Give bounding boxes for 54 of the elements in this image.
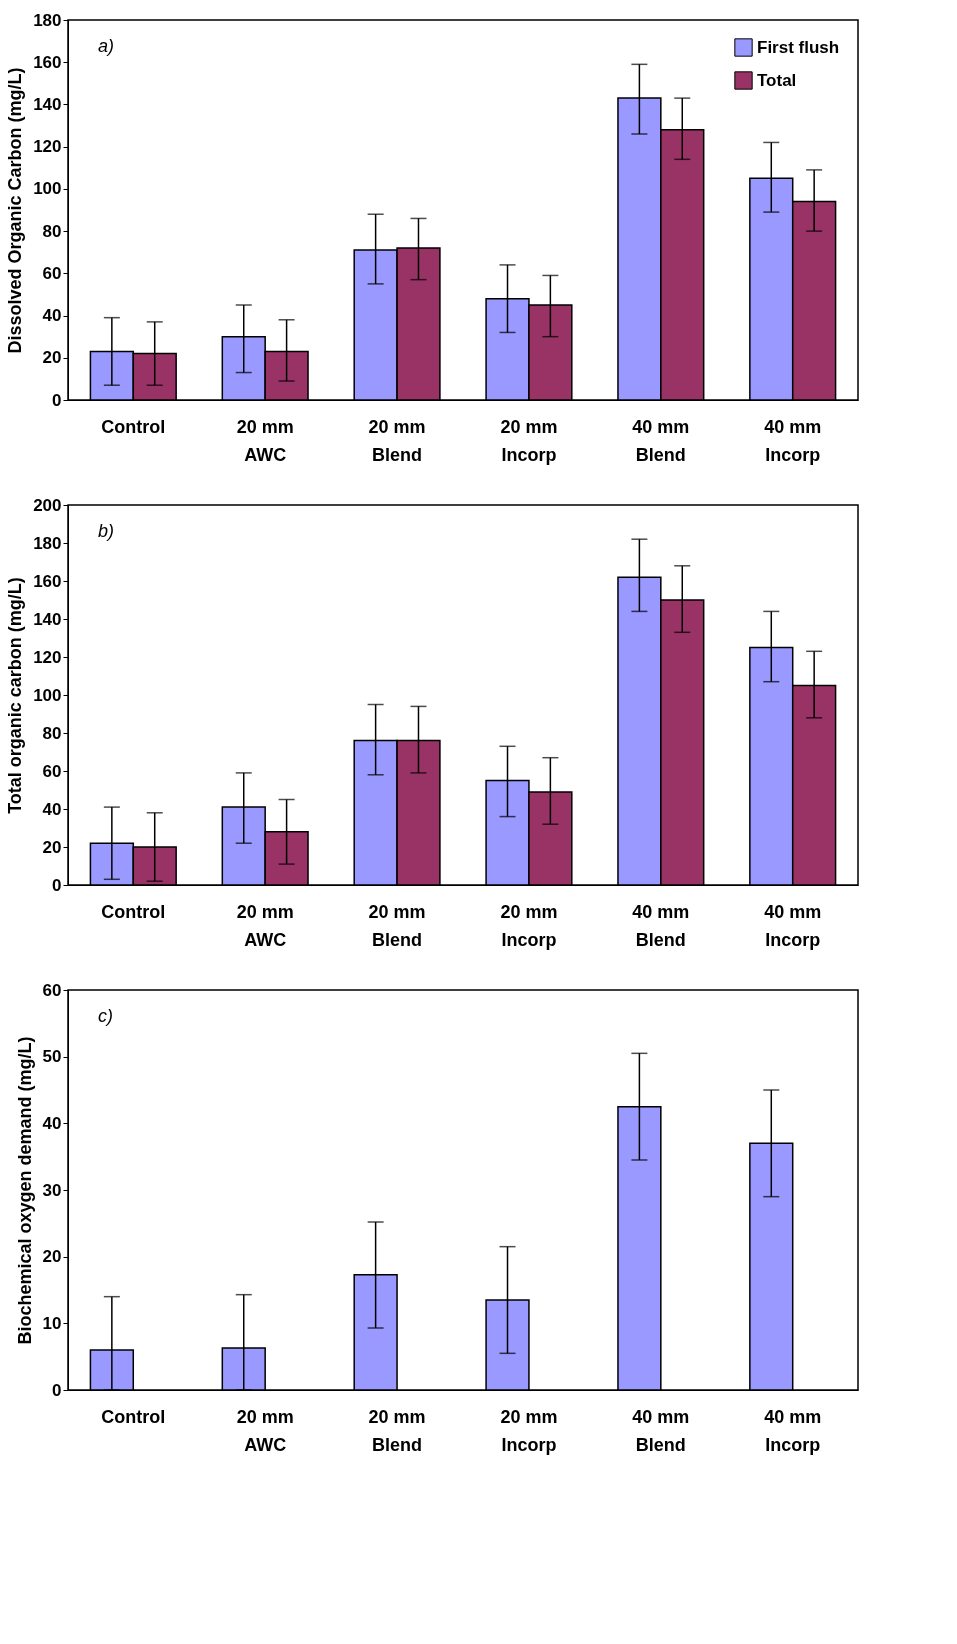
y-tick-label: 0 [52,390,62,410]
y-axis-title: Biochemical oxygen demand (mg/L) [14,1036,35,1345]
y-axis-title: Total organic carbon (mg/L) [5,577,26,814]
x-tick-label: 20 mm AWC [236,416,294,465]
y-tick-label: 20 [42,837,62,857]
y-tick-label: 100 [33,179,62,199]
x-tick-label: 40 mm Blend [632,901,690,950]
y-tick-label: 20 [42,1247,62,1267]
x-tick-label: 20 mm Incorp [500,416,558,465]
annotation: a) [98,36,115,56]
x-tick-label: 40 mm Incorp [764,416,822,465]
x-tick-label: 40 mm Blend [632,416,690,465]
legend-label: Total [757,70,797,90]
annotation: c) [98,1006,113,1026]
y-tick-label: 60 [42,263,62,283]
y-tick-label: 120 [33,647,62,667]
y-tick-label: 10 [42,1313,62,1333]
y-tick-label: 30 [42,1180,62,1200]
y-tick-label: 80 [42,221,62,241]
x-tick-label: Control [101,901,166,922]
y-tick-label: 0 [52,1380,62,1400]
y-tick-label: 40 [42,306,62,326]
y-tick-label: 20 [42,348,62,368]
legend-label: First flush [757,37,840,57]
y-tick-label: 100 [33,685,62,705]
x-tick-label: 20 mm AWC [236,901,294,950]
y-tick-label: 160 [33,52,62,72]
y-tick-label: 120 [33,137,62,157]
y-tick-label: 140 [33,609,62,629]
y-tick-label: 200 [33,495,62,515]
y-axis-title: Dissolved Organic Carbon (mg/L) [5,67,26,354]
x-tick-label: 20 mm Blend [368,416,426,465]
x-tick-label: Control [101,416,166,437]
x-tick-label: 40 mm Incorp [764,1406,822,1455]
y-tick-label: 50 [42,1047,62,1067]
x-tick-label: 40 mm Incorp [764,901,822,950]
annotation: b) [98,521,115,541]
x-tick-label: 20 mm Blend [368,901,426,950]
y-tick-label: 0 [52,875,62,895]
y-tick-label: 60 [42,980,62,1000]
y-tick-label: 180 [33,533,62,553]
x-tick-label: 20 mm AWC [236,1406,294,1455]
y-tick-label: 40 [42,799,62,819]
x-tick-label: 20 mm Incorp [500,1406,558,1455]
y-tick-label: 80 [42,723,62,743]
y-tick-label: 40 [42,1113,62,1133]
y-tick-label: 60 [42,761,62,781]
x-tick-label: 20 mm Incorp [500,901,558,950]
y-tick-label: 140 [33,94,62,114]
x-tick-label: Control [101,1406,166,1427]
x-tick-label: 20 mm Blend [368,1406,426,1455]
y-tick-label: 160 [33,571,62,591]
y-tick-label: 180 [33,10,62,30]
x-tick-label: 40 mm Blend [632,1406,690,1455]
